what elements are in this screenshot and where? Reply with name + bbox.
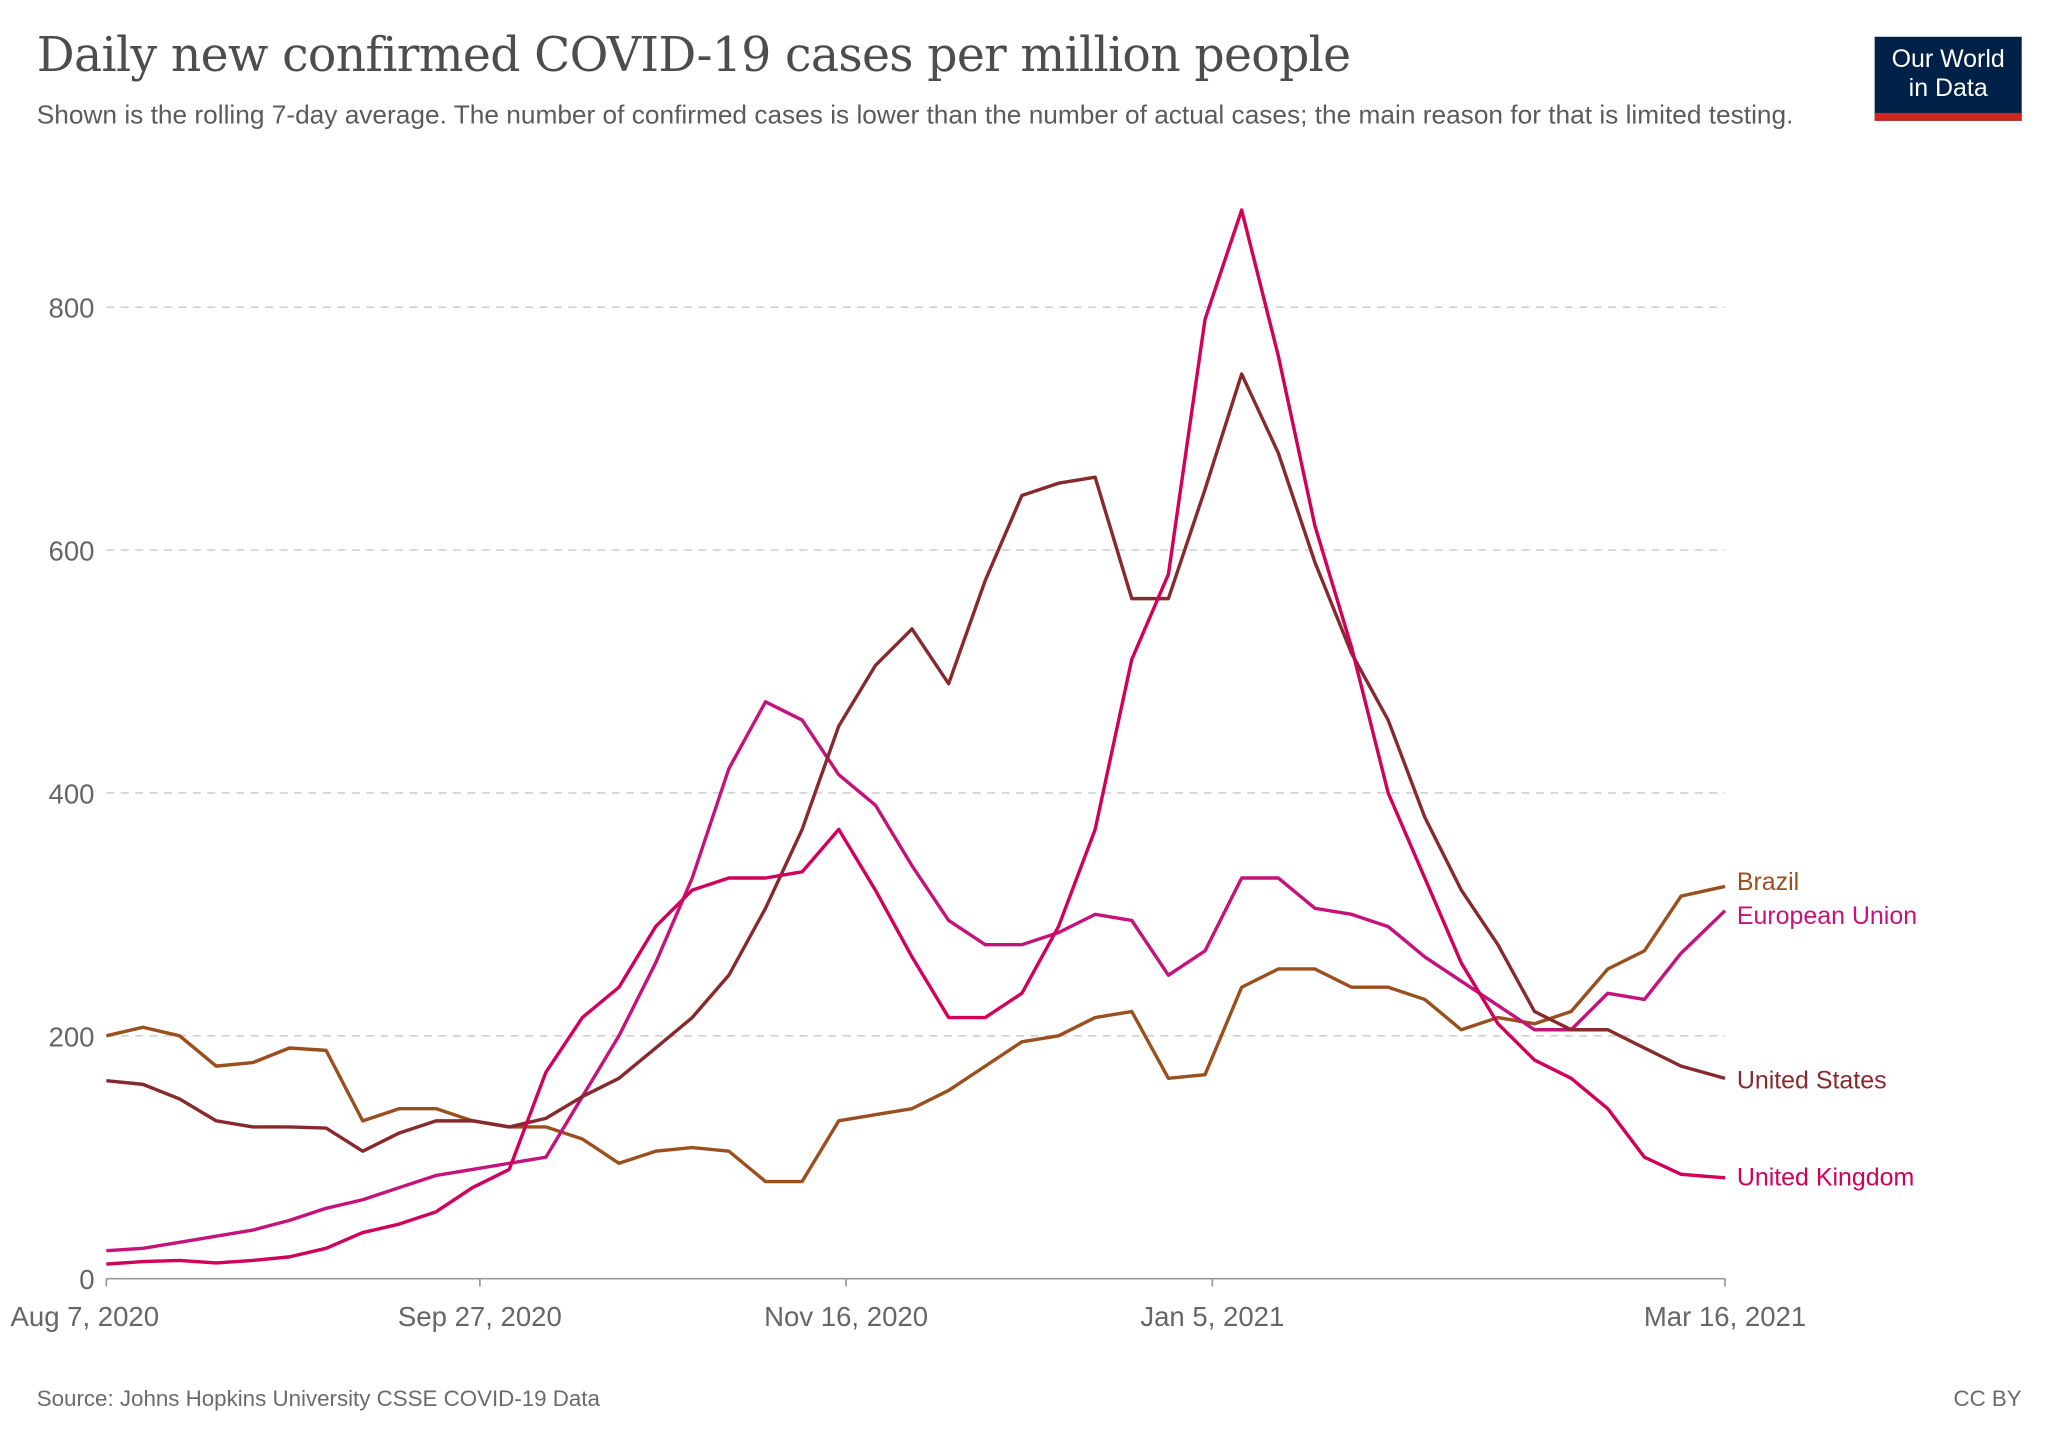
license-link[interactable]: CC BY xyxy=(1953,1386,2022,1412)
y-tick-label: 600 xyxy=(49,536,95,567)
series-line-united-kingdom xyxy=(106,208,1726,1266)
series-line-european-union xyxy=(106,700,1727,1253)
y-tick-label: 200 xyxy=(49,1021,95,1052)
y-tick-label: 0 xyxy=(79,1264,94,1295)
series-label-brazil: Brazil xyxy=(1737,868,1799,896)
chart-subtitle: Shown is the rolling 7-day average. The … xyxy=(36,101,1794,130)
series-line-united-states xyxy=(106,372,1726,1153)
logo-line-1: Our World xyxy=(1891,45,2005,74)
owid-logo[interactable]: Our World in Data xyxy=(1874,36,2022,121)
series-label-united-states: United States xyxy=(1737,1066,1887,1094)
series-label-united-kingdom: United Kingdom xyxy=(1737,1163,1914,1191)
x-tick-label: Jan 5, 2021 xyxy=(1140,1301,1284,1332)
x-tick-label: Nov 16, 2020 xyxy=(764,1301,928,1332)
y-tick-label: 800 xyxy=(49,293,95,324)
source-note[interactable]: Source: Johns Hopkins University CSSE CO… xyxy=(36,1386,600,1412)
x-tick-label: Mar 16, 2021 xyxy=(1644,1301,1806,1332)
series-line-brazil xyxy=(105,884,1726,1184)
logo-line-2: in Data xyxy=(1908,74,1988,103)
x-tick-label: Aug 7, 2020 xyxy=(11,1301,160,1332)
chart-title: Daily new confirmed COVID-19 cases per m… xyxy=(36,28,1351,83)
y-tick-label: 400 xyxy=(49,778,95,809)
x-tick-label: Sep 27, 2020 xyxy=(398,1301,562,1332)
series-label-european-union: European Union xyxy=(1737,902,1917,930)
